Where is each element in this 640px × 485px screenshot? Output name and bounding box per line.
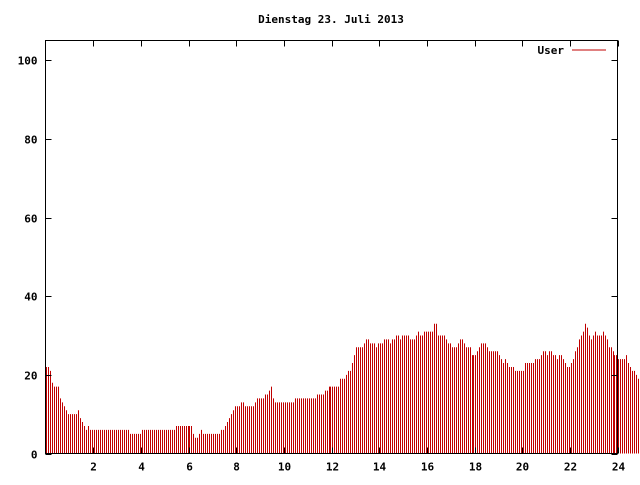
x-tick-label: 16 (421, 461, 435, 474)
legend-label: User (538, 44, 565, 57)
bars-layer (47, 324, 640, 454)
y-tick-label: 60 (24, 213, 37, 226)
legend: User (538, 44, 607, 57)
x-tick-label: 22 (564, 461, 577, 474)
x-tick-label: 12 (326, 461, 339, 474)
x-tick-label: 14 (373, 461, 387, 474)
x-tick-label: 8 (233, 461, 240, 474)
x-tick-label: 6 (186, 461, 193, 474)
x-tick-label: 4 (138, 461, 145, 474)
x-tick-label: 10 (278, 461, 291, 474)
x-tick-label: 2 (90, 461, 97, 474)
y-tick-label: 20 (24, 370, 37, 383)
chart-title: Dienstag 23. Juli 2013 (258, 13, 404, 26)
y-tick-label: 80 (24, 134, 37, 147)
x-tick-label: 20 (516, 461, 529, 474)
x-tick-label: 24 (612, 461, 626, 474)
y-tick-label: 0 (31, 449, 38, 462)
x-tick-label: 18 (469, 461, 482, 474)
y-tick-label: 40 (24, 291, 37, 304)
y-tick-label: 100 (18, 55, 38, 68)
